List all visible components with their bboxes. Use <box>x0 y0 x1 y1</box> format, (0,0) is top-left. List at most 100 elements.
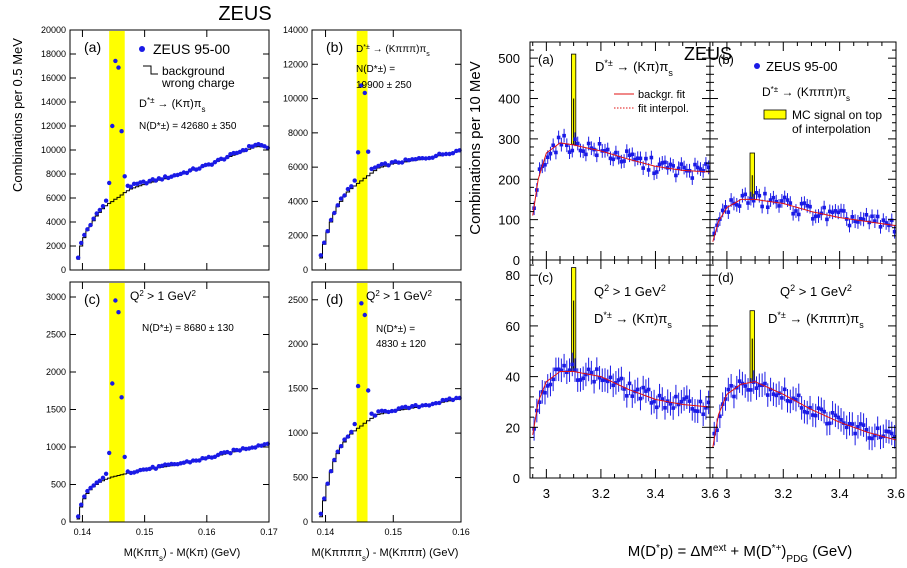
data-point <box>682 397 686 401</box>
decay-annotation: D*± → (Kπππ)πs <box>768 310 864 330</box>
panel-frame <box>709 41 897 261</box>
data-point <box>430 401 435 407</box>
x-tick-label: 3.4 <box>646 486 664 501</box>
data-point <box>100 475 106 480</box>
data-point <box>625 149 629 153</box>
data-point <box>816 214 821 218</box>
y-tick-label: 4000 <box>46 217 66 227</box>
data-point <box>228 451 233 456</box>
data-point <box>608 156 613 161</box>
data-point <box>660 161 665 165</box>
data-point <box>706 165 711 170</box>
data-point <box>765 205 770 210</box>
data-point <box>382 161 388 166</box>
data-point <box>355 150 361 155</box>
data-point <box>352 421 357 427</box>
data-point <box>113 298 118 303</box>
data-point <box>325 481 330 486</box>
data-point <box>687 399 692 403</box>
data-point <box>595 153 599 158</box>
data-point <box>635 387 640 392</box>
data-point <box>103 198 109 203</box>
data-point <box>85 227 90 232</box>
y-tick-label: 6000 <box>46 193 66 203</box>
y-tick-label: 80 <box>506 268 520 283</box>
data-point <box>586 367 591 372</box>
data-point <box>749 388 753 392</box>
data-point <box>75 514 81 519</box>
data-point <box>701 169 705 173</box>
data-point <box>842 421 846 425</box>
data-point <box>720 208 725 213</box>
x-tick-label: 0.17 <box>260 527 278 537</box>
y-tick-label: 200 <box>498 172 520 187</box>
data-point <box>325 229 330 234</box>
data-point <box>328 469 334 474</box>
data-point <box>159 177 165 182</box>
data-point <box>701 412 705 417</box>
data-point <box>723 205 728 209</box>
data-point <box>454 395 459 401</box>
data-point <box>679 162 684 166</box>
data-point <box>605 379 610 384</box>
data-point <box>690 407 695 411</box>
y-tick-label: 400 <box>498 92 520 107</box>
legend-data-label: ZEUS 95-00 <box>766 59 838 74</box>
data-point <box>335 449 340 454</box>
data-point <box>119 129 124 134</box>
data-point <box>362 90 367 96</box>
data-point <box>791 396 795 401</box>
data-point <box>359 83 364 88</box>
data-point <box>243 147 249 153</box>
data-point <box>737 379 742 383</box>
data-point <box>406 405 412 411</box>
data-point <box>410 404 415 409</box>
right-ylabel: Combinations per 10 MeV <box>467 61 484 234</box>
data-point <box>382 408 388 414</box>
data-point <box>190 458 196 463</box>
data-point <box>638 396 643 401</box>
data-point <box>663 160 667 165</box>
data-point <box>575 141 580 146</box>
data-point <box>726 387 731 392</box>
data-point <box>676 166 681 171</box>
y-tick-label: 1500 <box>288 384 308 394</box>
decay-annotation: D*± → (Kπππ)πs <box>762 85 850 103</box>
data-point <box>796 393 801 398</box>
y-tick-label: 2000 <box>288 339 308 349</box>
data-point <box>740 193 745 198</box>
data-point <box>586 141 591 146</box>
decay-annotation: D*± → (Kπππ)πs <box>356 44 430 58</box>
y-tick-label: 0 <box>61 265 66 275</box>
legend-interp-label: fit interpol. <box>638 103 689 115</box>
panel-label: (a) <box>538 52 554 67</box>
data-point <box>399 160 405 165</box>
data-point <box>342 193 347 198</box>
y-tick-label: 20 <box>506 420 520 435</box>
y-tick-label: 12000 <box>283 59 308 69</box>
data-point <box>318 253 323 258</box>
data-point <box>856 220 860 224</box>
data-point <box>578 378 583 382</box>
data-point <box>450 151 456 156</box>
data-point <box>884 429 888 434</box>
data-point <box>649 155 654 160</box>
data-point <box>646 387 651 392</box>
q2-annotation: Q2 > 1 GeV2 <box>130 289 197 304</box>
data-point <box>630 152 635 157</box>
yield-annotation-1: N(D*±) = <box>356 64 395 75</box>
data-point <box>777 391 781 395</box>
data-point <box>369 166 374 172</box>
data-point <box>734 203 739 207</box>
data-point <box>751 198 756 203</box>
data-point <box>881 218 886 222</box>
data-point <box>332 457 337 463</box>
data-point <box>830 210 835 215</box>
data-point <box>366 388 371 393</box>
data-point <box>788 399 793 404</box>
data-point <box>389 408 395 414</box>
signal-band <box>109 31 125 270</box>
data-point <box>802 201 807 205</box>
data-point <box>861 423 866 427</box>
data-point <box>416 156 422 161</box>
